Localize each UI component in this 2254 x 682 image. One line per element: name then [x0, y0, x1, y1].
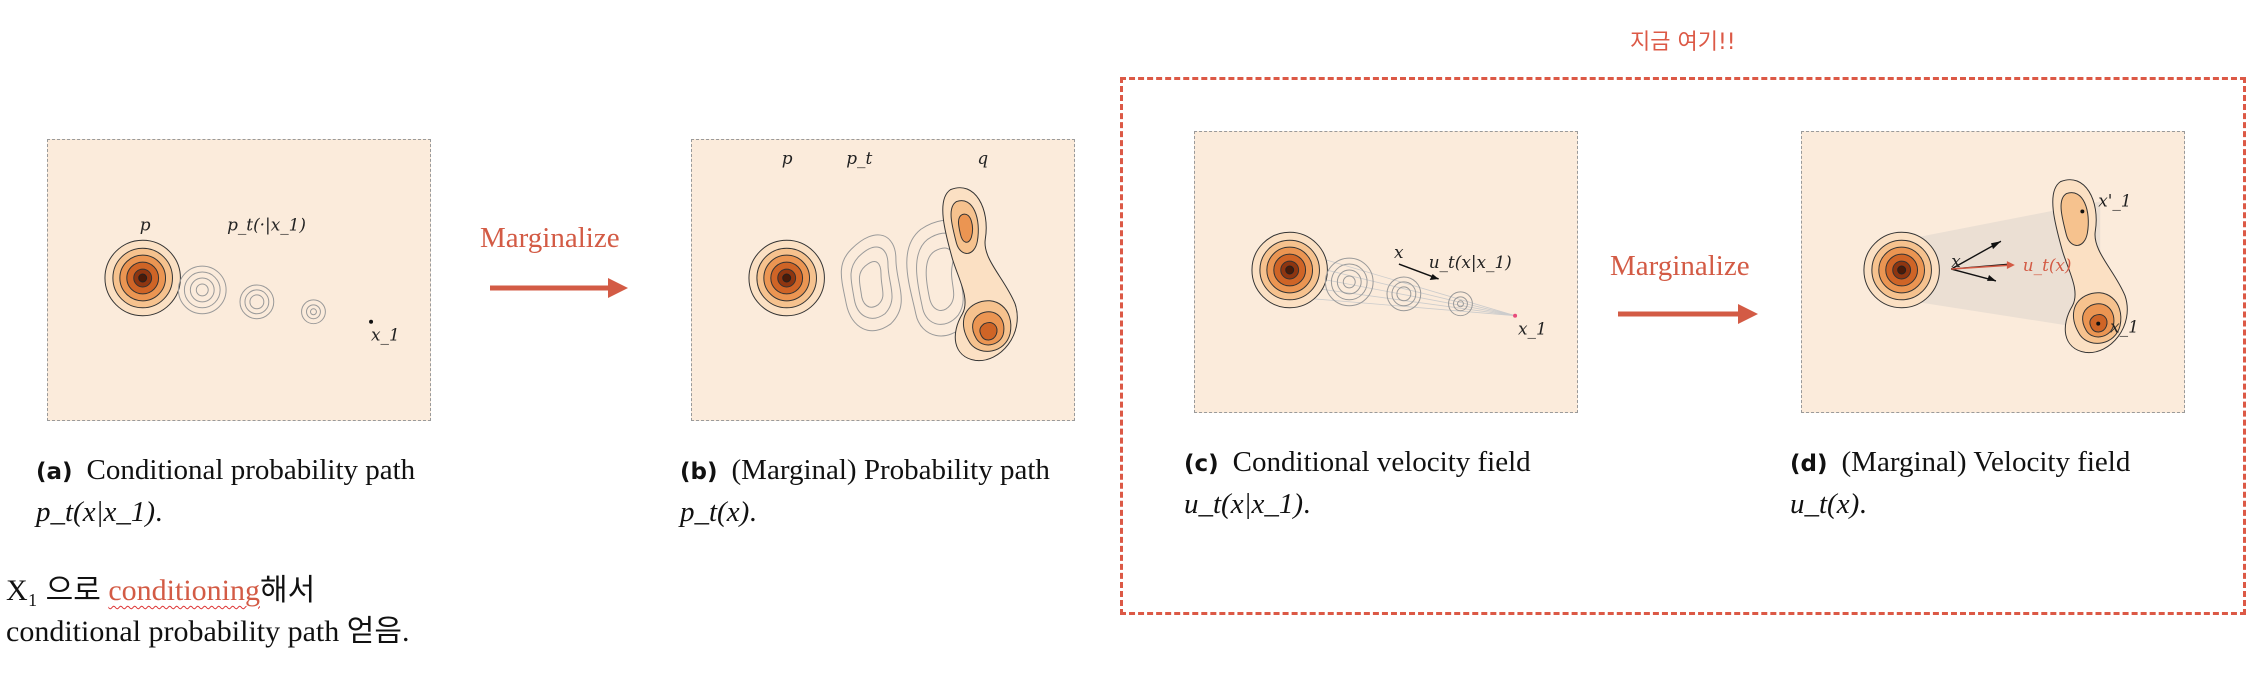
- label-q: q: [977, 148, 988, 168]
- label-x: x: [1951, 251, 1961, 271]
- marginalize-label-right: Marginalize: [1610, 250, 1750, 282]
- caption-c-math: u_t(x|x_1): [1184, 488, 1304, 520]
- marginalize-label-left: Marginalize: [480, 222, 620, 254]
- note-prefix: X₁ 으로: [6, 574, 109, 607]
- label-pt: p_t(·|x_1): [227, 214, 306, 234]
- note-suffix: 해서: [259, 574, 316, 607]
- caption-a-math: p_t(x|x_1): [36, 496, 156, 528]
- label-x1: x_1: [2110, 317, 2139, 337]
- target-point-x1: [369, 319, 374, 324]
- label-u-marginal: u_t(x): [2023, 255, 2072, 275]
- annotation-note: X₁ 으로 conditioning해서 conditional probabi…: [6, 570, 409, 652]
- marginalize-arrow-right: Marginalize: [1610, 250, 1760, 333]
- intermediate-contours-c: [1324, 257, 1473, 317]
- caption-a-text: Conditional probability path: [86, 454, 416, 486]
- arrow-icon-right: [1618, 304, 1758, 324]
- label-x1: x_1: [371, 325, 400, 345]
- panel-c: x u_t(x|x_1) x_1: [1194, 131, 1578, 413]
- note-line2: conditional probability path 얻음.: [6, 615, 410, 648]
- source-gaussian-c: [1251, 231, 1328, 309]
- source-gaussian-b: [748, 239, 825, 317]
- caption-c-text: Conditional velocity field: [1232, 446, 1531, 478]
- caption-b-math: p_t(x): [680, 496, 750, 528]
- panel-b: p p_t q: [691, 139, 1075, 421]
- caption-d-text: (Marginal) Velocity field: [1841, 446, 2131, 478]
- caption-b-text: (Marginal) Probability path: [731, 454, 1050, 486]
- highlight-box: [1120, 77, 2246, 615]
- marginalize-arrow-left: Marginalize: [480, 222, 630, 307]
- caption-d: (d) (Marginal) Velocity field u_t(x).: [1790, 446, 2131, 520]
- panel-a: p p_t(·|x_1) x_1: [47, 139, 431, 421]
- caption-c: (c) Conditional velocity field u_t(x|x_1)…: [1184, 446, 1531, 520]
- caption-b-tag: (b): [680, 459, 718, 485]
- label-x1-prime: x'_1: [2098, 190, 2131, 210]
- panel-a-plot: p p_t(·|x_1) x_1: [104, 214, 400, 345]
- label-pt: p_t: [846, 148, 872, 168]
- intermediate-contours-a: [177, 265, 326, 325]
- note-conditioning: conditioning: [108, 574, 260, 607]
- target-point-x1: [1513, 313, 1518, 318]
- label-p: p: [140, 214, 151, 234]
- target-distribution-q: [942, 187, 1018, 361]
- label-x1: x_1: [1518, 319, 1547, 339]
- panel-c-plot: x u_t(x|x_1) x_1: [1251, 231, 1547, 339]
- source-gaussian-d: [1863, 231, 1940, 309]
- panel-d-plot: x u_t(x) x'_1 x_1: [1863, 179, 2139, 353]
- caption-c-tag: (c): [1184, 451, 1219, 477]
- caption-d-tag: (d): [1790, 451, 1828, 477]
- label-p: p: [782, 148, 793, 168]
- highlight-box-label: 지금 여기!!: [1630, 30, 1736, 55]
- target-distribution-d: [2052, 179, 2128, 353]
- label-x: x: [1394, 242, 1404, 262]
- panel-d: x u_t(x) x'_1 x_1: [1801, 131, 2185, 413]
- panel-b-plot: p p_t q: [748, 148, 1018, 361]
- caption-b: (b) (Marginal) Probability path p_t(x).: [680, 454, 1050, 528]
- label-u-cond: u_t(x|x_1): [1429, 252, 1512, 272]
- caption-d-math: u_t(x): [1790, 488, 1860, 520]
- caption-a-tag: (a): [36, 459, 73, 485]
- arrow-icon-left: [490, 278, 628, 298]
- source-gaussian-a: [104, 239, 181, 317]
- caption-a: (a) Conditional probability path p_t(x|x_…: [36, 454, 416, 528]
